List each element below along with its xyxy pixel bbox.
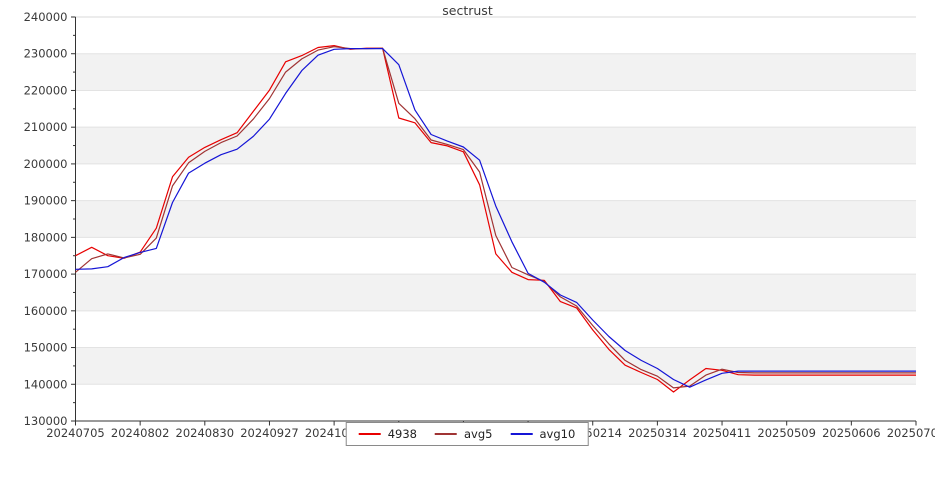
plot-band [75, 90, 916, 128]
y-tick-label: 190000 [24, 194, 68, 208]
x-tick-label: 20250606 [822, 426, 881, 440]
series-line-avg5 [75, 46, 916, 389]
legend-item-avg5: avg5 [435, 427, 492, 441]
chart-title: sectrust [442, 3, 493, 18]
chart-legend: 4938 avg5 avg10 [345, 422, 589, 446]
x-tick-label: 20250411 [693, 426, 752, 440]
y-tick-label: 130000 [24, 414, 68, 428]
plot-band [75, 274, 916, 311]
x-tick-label: 20250509 [757, 426, 816, 440]
plot-band [75, 17, 916, 54]
y-tick-label: 200000 [24, 157, 68, 171]
x-tick-label: 20250314 [628, 426, 687, 440]
plot-band [75, 310, 916, 348]
plot-band [75, 347, 916, 385]
legend-item-4938: 4938 [358, 427, 417, 441]
y-tick-label: 220000 [24, 83, 68, 97]
y-tick-label: 140000 [24, 377, 68, 391]
y-tick-label: 170000 [24, 267, 68, 281]
y-tick-label: 240000 [24, 10, 68, 24]
y-tick-label: 210000 [24, 120, 68, 134]
x-tick-label: 20240802 [111, 426, 170, 440]
legend-label-avg10: avg10 [539, 427, 576, 441]
legend-item-avg10: avg10 [510, 427, 575, 441]
plot-band [75, 53, 916, 91]
y-tick-label: 150000 [24, 341, 68, 355]
legend-label-4938: 4938 [387, 427, 417, 441]
legend-label-avg5: avg5 [464, 427, 493, 441]
y-tick-label: 230000 [24, 47, 68, 61]
plot-band [75, 127, 916, 164]
x-tick-label: 20240830 [176, 426, 235, 440]
series-avg5-swatch-icon [435, 433, 457, 435]
plot-band [75, 384, 916, 421]
series-4938-swatch-icon [358, 433, 381, 435]
x-tick-label: 20240705 [46, 426, 105, 440]
x-tick-label: 20240927 [240, 426, 299, 440]
series-line-avg10 [75, 47, 916, 388]
y-tick-label: 180000 [24, 230, 68, 244]
series-avg10-swatch-icon [510, 433, 533, 435]
plot-band [75, 163, 916, 201]
plot-band [75, 237, 916, 275]
y-tick-label: 160000 [24, 304, 68, 318]
series-line-4938 [75, 44, 916, 393]
